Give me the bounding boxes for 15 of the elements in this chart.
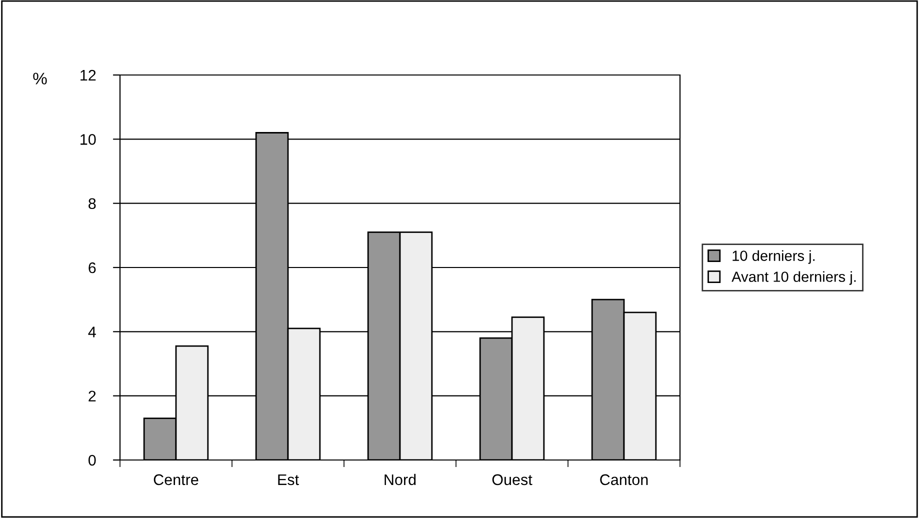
x-tick-label: Canton <box>600 474 648 486</box>
legend-label: 10 derniers j. <box>732 250 815 264</box>
x-tick-label: Centre <box>154 474 198 486</box>
y-tick-label: 6 <box>88 262 96 274</box>
y-tick-label: 0 <box>88 454 96 466</box>
y-tick-label: 10 <box>80 134 96 145</box>
legend-label: Avant 10 derniers j. <box>732 271 856 285</box>
x-tick-label: Nord <box>384 474 416 486</box>
y-axis-title: % <box>33 72 47 84</box>
x-tick-label: Est <box>278 474 299 486</box>
y-tick-label: 8 <box>88 198 96 210</box>
y-tick-label: 2 <box>88 390 96 402</box>
y-tick-label: 12 <box>80 70 96 81</box>
y-tick-label: 4 <box>88 326 96 338</box>
x-tick-label: Ouest <box>492 474 532 486</box>
